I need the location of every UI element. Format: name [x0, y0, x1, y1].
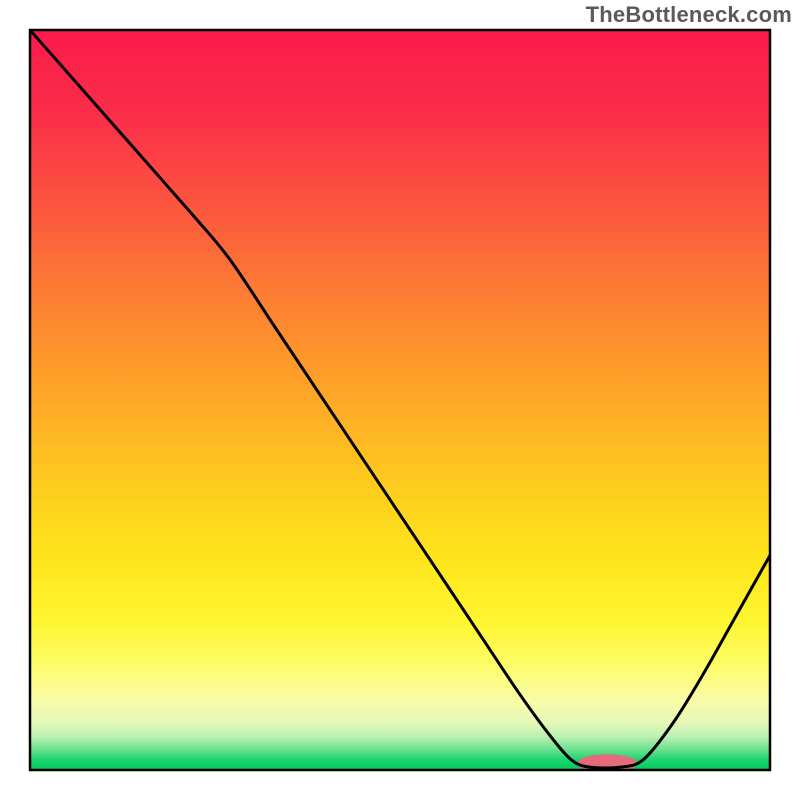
bottleneck-chart — [0, 0, 800, 800]
watermark-text: TheBottleneck.com — [586, 2, 792, 28]
chart-container: { "watermark": "TheBottleneck.com", "cha… — [0, 0, 800, 800]
gradient-background — [30, 30, 770, 770]
